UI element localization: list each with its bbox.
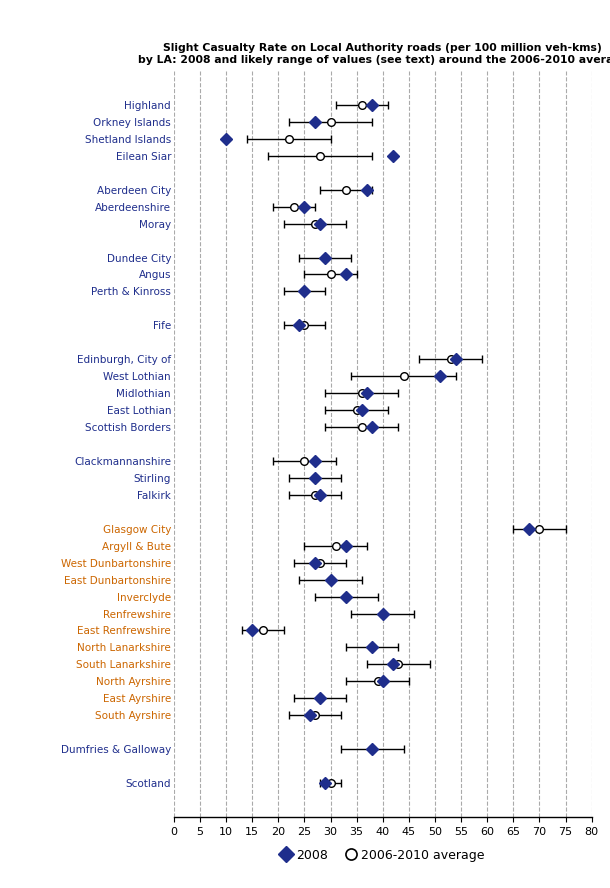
- Legend: 2008, 2006-2010 average: 2008, 2006-2010 average: [276, 844, 490, 867]
- Title: Slight Casualty Rate on Local Authority roads (per 100 million veh-kms)
by LA: 2: Slight Casualty Rate on Local Authority …: [137, 44, 610, 65]
